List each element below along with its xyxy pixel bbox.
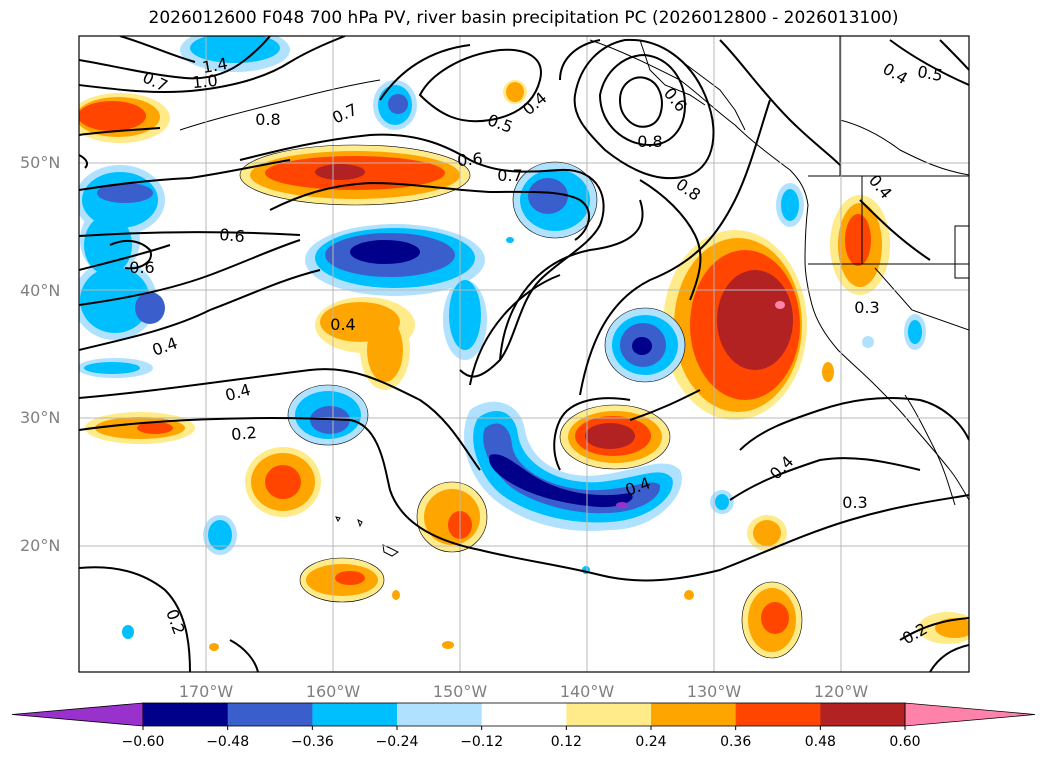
pv-contours: [79, 36, 969, 672]
colorbar-segment: [227, 703, 313, 726]
lat-label-30n: 30°N: [20, 408, 60, 427]
colorbar-tick-label: −0.24: [376, 734, 419, 750]
contour-label: 0.6: [129, 258, 154, 277]
colorbar-segment: [143, 703, 229, 726]
contour-label: 0.8: [255, 110, 280, 129]
latitude-labels: 50°N 40°N 30°N 20°N: [20, 153, 60, 555]
lon-label-130w: 130°W: [687, 682, 742, 701]
contour-label: 0.2: [230, 423, 257, 444]
colorbar-segment: [735, 703, 821, 726]
lon-label-170w: 170°W: [179, 682, 234, 701]
colorbar-tick-label: 0.60: [889, 734, 920, 750]
colorbar-tick-label: −0.48: [206, 734, 249, 750]
colorbar-segment: [566, 703, 652, 726]
contour-label: 0.3: [854, 298, 879, 317]
map-background: [79, 36, 969, 672]
colorbar-tick-label: −0.12: [460, 734, 503, 750]
colorbar-segment: [651, 703, 737, 726]
lon-label-160w: 160°W: [306, 682, 361, 701]
colorbar-segment: [397, 703, 483, 726]
colorbar-tick-label: 0.36: [720, 734, 751, 750]
colorbar-tick-label: 0.12: [551, 734, 582, 750]
contour-label: 0.7: [497, 166, 522, 185]
map-frame: [78, 35, 970, 673]
colorbar-segment: [820, 703, 906, 726]
lon-label-150w: 150°W: [433, 682, 488, 701]
colorbar-extend-low: [11, 702, 144, 727]
contour-labels: 1.41.00.70.8 0.7 0.40.50.40.80.50.60.7 0.80…: [129, 54, 944, 648]
colorbar-extend-high: [904, 702, 1036, 727]
contour-label: 1.0: [191, 71, 218, 92]
lat-label-20n: 20°N: [20, 536, 60, 555]
contour-label: 0.3: [842, 493, 867, 512]
colorbar-frame: [142, 702, 906, 727]
colorbar-segment: [481, 703, 567, 726]
contour-label: 0.8: [637, 132, 662, 151]
lat-label-40n: 40°N: [20, 281, 60, 300]
political-borders: [808, 36, 969, 331]
contour-label: 1.4: [201, 54, 229, 77]
colorbar-tick-label: 0.48: [805, 734, 836, 750]
pc-contour-edges: [239, 144, 803, 659]
colorbar-segment: [312, 703, 398, 726]
colorbar-tick-label: −0.60: [122, 734, 165, 750]
lat-label-50n: 50°N: [20, 153, 60, 172]
longitude-labels: 170°W 160°W 150°W 140°W 130°W 120°W: [179, 682, 869, 701]
coastlines: [179, 39, 969, 557]
contour-label: 0.4: [330, 315, 355, 334]
colorbar-tick-label: −0.36: [291, 734, 334, 750]
colorbar: −0.60 −0.48 −0.36 −0.24 −0.12 0.12 0.24 0.36 0.4…: [11, 702, 1036, 750]
lon-label-140w: 140°W: [560, 682, 615, 701]
map-title: 2026012600 F048 700 hPa PV, river basin …: [148, 8, 899, 28]
contour-label: 0.6: [219, 225, 246, 246]
lon-label-120w: 120°W: [814, 682, 869, 701]
contour-label: 0.6: [456, 149, 483, 170]
negative-precip-patches: [79, 36, 926, 639]
colorbar-tick-label: 0.24: [635, 734, 666, 750]
contour-label: 0.5: [916, 62, 944, 85]
